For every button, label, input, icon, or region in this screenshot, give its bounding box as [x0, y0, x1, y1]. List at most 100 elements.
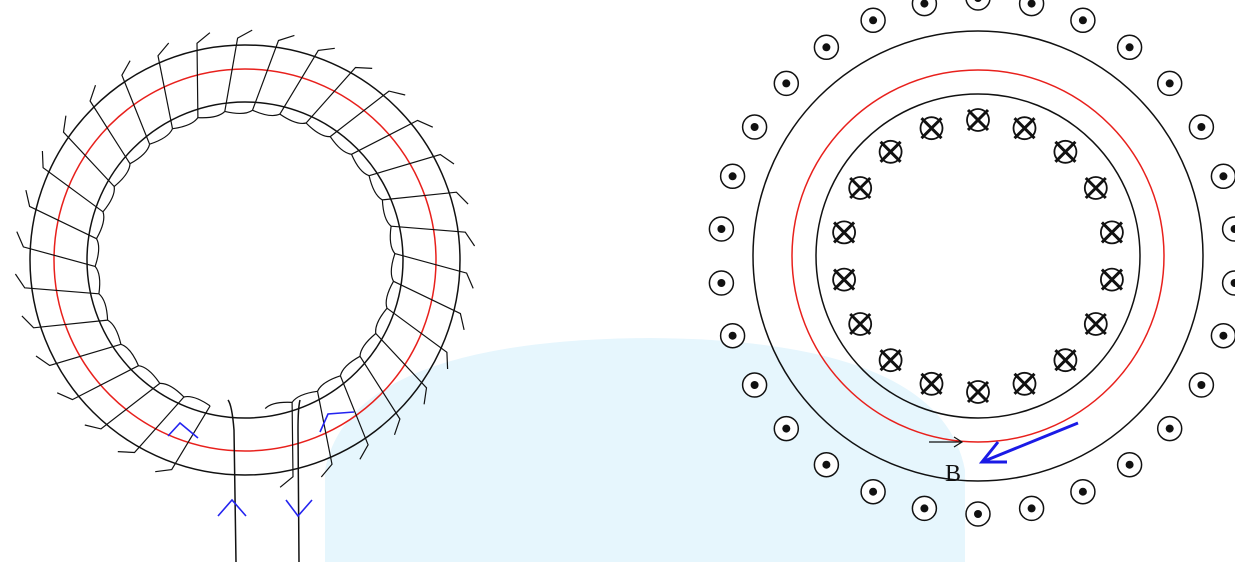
cross-in-circle-icon [966, 380, 990, 404]
dot-in-circle-icon [1070, 478, 1096, 505]
winding-turn [56, 343, 140, 401]
toroid-outer-edge [29, 44, 461, 476]
winding-turn [375, 307, 449, 370]
b-field-vector [978, 421, 1079, 464]
dot-in-circle-icon [860, 7, 886, 34]
field-line-loop [53, 68, 437, 452]
dot-in-circle-icon [813, 34, 840, 61]
cross-section-inner-edge [815, 93, 1141, 419]
dot-in-circle-icon [708, 216, 735, 242]
cross-in-circle-icon [848, 176, 873, 200]
dot-in-circle-icon [1156, 70, 1183, 97]
dot-in-circle-icon [1188, 372, 1215, 398]
lead-wire-left [227, 399, 237, 562]
dot-in-circle-icon [911, 0, 938, 17]
winding-turn [62, 115, 131, 187]
dot-in-circle-icon [813, 451, 840, 478]
winding-turn [155, 396, 211, 473]
winding-turns [14, 29, 476, 488]
winding-turn [224, 29, 253, 114]
cross-in-circle-icon [1012, 116, 1037, 141]
winding-turn [390, 253, 474, 289]
cross-in-circle-icon [919, 116, 944, 141]
winding-turn [25, 189, 105, 240]
lead-wire-right [297, 399, 301, 562]
winding-turn [279, 47, 335, 124]
cross-in-circle-icon [1053, 348, 1078, 373]
dot-in-circle-icon [1018, 0, 1045, 17]
dot-in-circle-icon [911, 495, 938, 522]
dot-in-circle-icon [1221, 216, 1235, 242]
cross-in-circle-icon [832, 267, 856, 292]
cross-in-circle-icon [848, 312, 873, 336]
dot-in-circle-icon [741, 114, 768, 140]
b-field-label: B [945, 461, 961, 487]
winding-turn [291, 390, 333, 478]
winding-turn [350, 119, 434, 177]
dot-in-circle-icon [719, 163, 746, 190]
dot-in-circle-icon [1116, 451, 1143, 478]
winding-turn [389, 225, 476, 254]
dot-in-circle-icon [741, 372, 768, 398]
dot-in-circle-icon [1116, 34, 1143, 61]
winding-turn [121, 60, 174, 145]
dot-in-circle-icon [1210, 322, 1235, 349]
winding-turn [117, 382, 185, 454]
inner-current-crosses [832, 108, 1124, 404]
watermark-shape [325, 338, 965, 562]
winding-turn [359, 333, 428, 405]
cross-in-circle-icon [878, 139, 903, 164]
dot-in-circle-icon [1070, 7, 1096, 34]
outer-current-dots [708, 0, 1235, 527]
loop-direction-arrow-icon [929, 436, 964, 448]
winding-turn [84, 365, 161, 430]
current-arrow-up-icon [217, 498, 247, 517]
cross-in-circle-icon [1012, 371, 1037, 396]
dot-in-circle-icon [1210, 163, 1235, 190]
winding-turn [264, 401, 294, 488]
cross-in-circle-icon [832, 220, 856, 245]
dot-in-circle-icon [965, 0, 991, 11]
winding-turn [16, 231, 100, 267]
cross-in-circle-icon [1100, 267, 1124, 292]
winding-turn [89, 85, 151, 165]
winding-turn [329, 90, 406, 155]
winding-turn [339, 355, 401, 435]
cross-in-circle-icon [1083, 176, 1108, 200]
dot-in-circle-icon [719, 322, 746, 349]
winding-turn [35, 319, 122, 367]
current-arrow-winding-right-icon [319, 411, 355, 433]
cross-in-circle-icon [1083, 312, 1108, 336]
winding-turn [157, 42, 199, 130]
cross-section-outer-edge [752, 30, 1204, 482]
winding-turn [305, 66, 373, 138]
winding-turn [381, 191, 469, 227]
cross-in-circle-icon [1100, 220, 1124, 245]
winding-turn [385, 280, 465, 331]
current-arrow-winding-left-icon [167, 421, 199, 439]
winding-turn [21, 293, 109, 329]
toroid-inner-edge [86, 101, 404, 419]
dot-in-circle-icon [1156, 415, 1183, 442]
winding-turn [14, 266, 101, 295]
dot-in-circle-icon [1018, 495, 1045, 522]
cross-in-circle-icon [1053, 139, 1078, 164]
cross-in-circle-icon [966, 108, 990, 132]
toroid-with-windings [14, 29, 476, 562]
winding-turn [196, 32, 226, 119]
winding-turn [41, 150, 115, 213]
winding-turn [251, 34, 295, 117]
toroid-cross-section: B [708, 0, 1235, 527]
cross-in-circle-icon [919, 371, 944, 396]
dot-in-circle-icon [1221, 270, 1235, 296]
dot-in-circle-icon [708, 270, 735, 296]
dot-in-circle-icon [1188, 114, 1215, 140]
cross-in-circle-icon [878, 348, 903, 373]
amperian-loop [791, 69, 1165, 443]
winding-turn [368, 153, 455, 201]
dot-in-circle-icon [860, 478, 886, 505]
dot-in-circle-icon [773, 70, 800, 97]
dot-in-circle-icon [965, 501, 991, 527]
winding-turn [316, 375, 369, 460]
